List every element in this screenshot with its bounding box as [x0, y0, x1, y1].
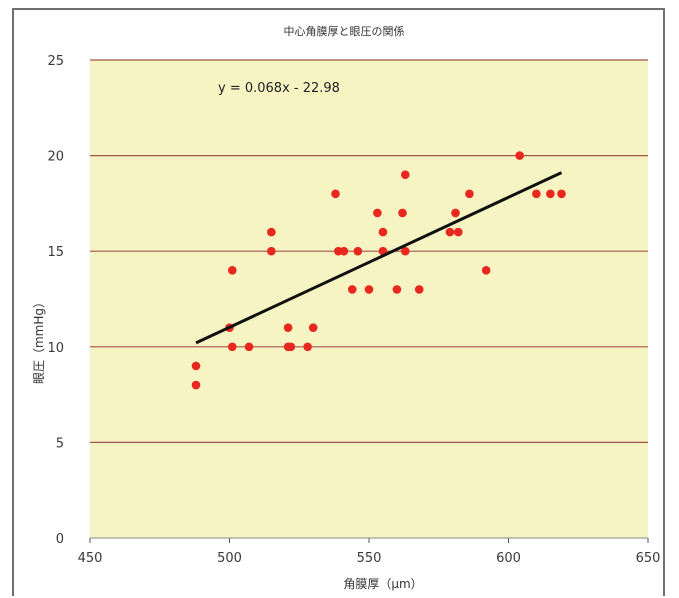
data-point	[339, 246, 349, 256]
data-point	[465, 189, 474, 199]
grid-lines	[90, 59, 648, 443]
data-point	[244, 342, 254, 352]
data-point	[400, 170, 410, 180]
y-tick-label: 15	[47, 245, 64, 260]
data-point	[227, 342, 237, 352]
data-point	[398, 208, 407, 218]
chart-frame: 中心角膜厚と眼圧の関係 0 5 10 15 20 25 450 500 550 600 650 y…	[12, 8, 665, 596]
data-point	[414, 285, 424, 294]
data-point	[353, 246, 363, 256]
data-point	[392, 285, 402, 294]
y-tick-label: 0	[56, 532, 64, 547]
data-point	[453, 227, 463, 237]
chart-title: 中心角膜厚と眼圧の関係	[284, 25, 405, 38]
data-point	[515, 151, 524, 160]
x-tick-label: 650	[636, 551, 661, 566]
data-point	[364, 285, 374, 294]
data-point	[347, 285, 357, 294]
data-point	[532, 189, 541, 199]
x-axis: 450 500 550 600 650	[78, 538, 661, 566]
data-point	[546, 189, 555, 199]
data-point	[331, 189, 340, 199]
data-point	[445, 227, 455, 237]
x-tick-label: 550	[357, 551, 382, 566]
trendline-equation: y = 0.068x - 22.98	[218, 81, 340, 96]
data-point	[227, 266, 237, 275]
data-point	[378, 227, 388, 237]
data-point	[191, 380, 201, 390]
data-point	[481, 266, 491, 275]
x-tick-label: 450	[78, 551, 103, 566]
data-point	[451, 208, 460, 218]
x-axis-title: 角膜厚（μm）	[343, 577, 422, 591]
data-point	[283, 323, 293, 332]
data-point	[308, 323, 318, 332]
data-points	[191, 151, 566, 390]
y-axis-title: 眼圧（mmHg）	[32, 296, 46, 384]
x-tick-label: 500	[217, 551, 242, 566]
y-tick-label: 5	[56, 436, 64, 451]
y-tick-label: 25	[47, 54, 64, 69]
data-point	[267, 246, 276, 256]
data-point	[191, 361, 201, 371]
data-point	[373, 208, 382, 218]
y-axis: 0 5 10 15 20 25	[47, 54, 64, 547]
data-point	[557, 189, 566, 199]
plot-area	[90, 60, 648, 538]
y-tick-label: 20	[47, 150, 64, 165]
data-point	[400, 246, 410, 256]
y-tick-label: 10	[47, 341, 64, 356]
data-point	[286, 342, 296, 352]
scatter-chart: 中心角膜厚と眼圧の関係 0 5 10 15 20 25 450 500 550 600 650 y…	[32, 25, 661, 591]
trend-line	[195, 171, 563, 345]
data-point	[303, 342, 312, 352]
data-point	[267, 227, 276, 237]
x-tick-label: 600	[496, 551, 521, 566]
